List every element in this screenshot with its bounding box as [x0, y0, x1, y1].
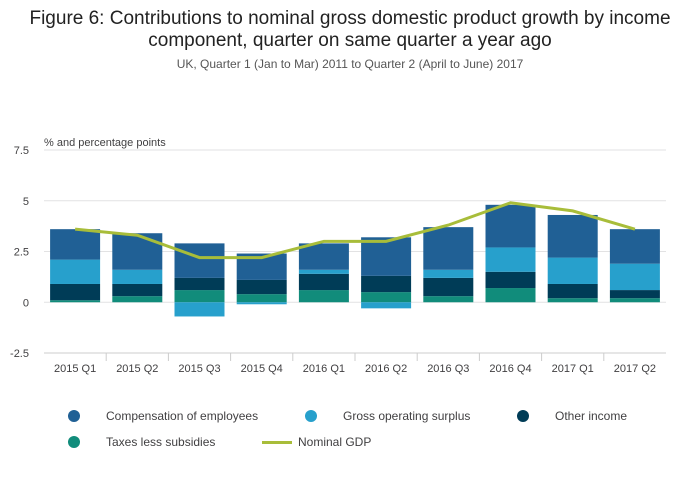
- x-tick-label: 2015 Q3: [178, 363, 220, 375]
- x-tick-label: 2017 Q1: [552, 363, 594, 375]
- bar-segment: [174, 277, 225, 291]
- y-tick-label: 7.5: [14, 145, 29, 157]
- bar-segment: [423, 296, 474, 303]
- bar-segment: [50, 283, 101, 301]
- bar-segment: [485, 247, 536, 272]
- y-tick-label: 0: [23, 297, 29, 309]
- bar-segment: [50, 259, 101, 284]
- legend-swatch: [262, 440, 292, 444]
- bar-segment: [50, 300, 101, 303]
- legend-label: Other income: [555, 409, 628, 423]
- bar-segment: [547, 257, 598, 284]
- bar-segment: [298, 273, 349, 291]
- bar-segment: [361, 275, 412, 293]
- legend-swatch: [68, 436, 80, 448]
- bar-segment: [609, 298, 660, 303]
- nominal-gdp-line: [74, 201, 636, 260]
- y-tick-label: -2.5: [10, 348, 29, 360]
- bar-segment: [112, 233, 163, 270]
- legend-label: Compensation of employees: [106, 409, 259, 423]
- x-tick-label: 2015 Q4: [241, 363, 283, 375]
- legend-gos: Gross operating surplus: [305, 409, 470, 423]
- x-tick-label: 2016 Q3: [427, 363, 469, 375]
- x-tick-label: 2015 Q1: [54, 363, 96, 375]
- bar-segment: [112, 269, 163, 284]
- legend-label: Gross operating surplus: [343, 409, 471, 423]
- bar-segment: [298, 243, 349, 270]
- bar-segment: [361, 237, 412, 276]
- bar-segment: [547, 298, 598, 303]
- bar-segment: [361, 302, 412, 309]
- legend-swatch: [305, 410, 317, 422]
- legend-label: Taxes less subsidies: [106, 435, 216, 449]
- legend-label: Nominal GDP: [298, 435, 372, 449]
- legend-swatch: [68, 410, 80, 422]
- bar-segment: [423, 277, 474, 297]
- bar-segment: [547, 214, 598, 258]
- y-axis-label: % and percentage points: [44, 137, 166, 149]
- bar-segment: [485, 288, 536, 303]
- bar-segment: [609, 263, 660, 291]
- bar-segment: [485, 271, 536, 289]
- bar-segment: [361, 292, 412, 303]
- bar-segment: [609, 290, 660, 299]
- chart-subtitle: UK, Quarter 1 (Jan to Mar) 2011 to Quart…: [176, 57, 524, 71]
- x-tick-label: 2017 Q2: [614, 363, 656, 375]
- bar-segment: [236, 302, 287, 305]
- x-tick-label: 2016 Q2: [365, 363, 407, 375]
- bar-segment: [174, 302, 225, 317]
- bar-segment: [547, 283, 598, 299]
- x-tick-label: 2015 Q2: [116, 363, 158, 375]
- legend-taxes: Taxes less subsidies: [68, 435, 215, 449]
- legend-swatch: [517, 410, 529, 422]
- bar-segment: [236, 279, 287, 295]
- legend-other-income: Other income: [517, 409, 627, 423]
- legend-compensation: Compensation of employees: [68, 409, 258, 423]
- x-tick-label: 2016 Q1: [303, 363, 345, 375]
- bar-segment: [50, 229, 101, 260]
- bar-segment: [423, 269, 474, 278]
- bar-segment: [236, 294, 287, 303]
- bar-segment: [298, 290, 349, 303]
- x-tick-label: 2016 Q4: [489, 363, 531, 375]
- bar-segment: [298, 269, 349, 274]
- y-tick-label: 5: [23, 196, 29, 208]
- chart-title: Figure 6: Contributions to nominal gross…: [29, 8, 671, 51]
- bar-segment: [174, 243, 225, 278]
- bar-segment: [174, 290, 225, 303]
- legend-nominal-gdp: Nominal GDP: [262, 435, 371, 449]
- bar-segment: [423, 227, 474, 270]
- bar-segment: [112, 296, 163, 303]
- bar-segment: [485, 204, 536, 248]
- bar-segment: [112, 283, 163, 297]
- bar-segment: [609, 229, 660, 264]
- y-tick-label: 2.5: [14, 247, 29, 259]
